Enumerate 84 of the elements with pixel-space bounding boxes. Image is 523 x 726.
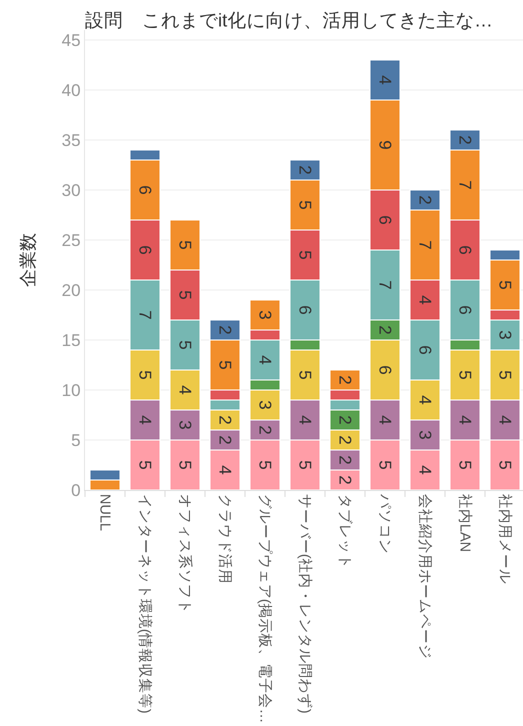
y-tick-label: 20 (62, 280, 81, 300)
x-tick-label: クラウド活用 (216, 494, 234, 584)
data-label: 6 (296, 305, 314, 315)
data-label: 3 (176, 420, 194, 430)
x-tick-label: 社内用メール (496, 494, 514, 584)
data-label: 6 (136, 245, 154, 255)
data-label: 6 (456, 305, 474, 315)
data-label: 2 (336, 475, 354, 485)
data-label: 4 (376, 75, 394, 85)
data-label: 4 (296, 415, 314, 425)
data-label: 6 (416, 345, 434, 355)
data-label: 4 (496, 415, 514, 425)
data-label: 4 (216, 465, 234, 475)
data-label: 4 (176, 385, 194, 395)
data-label: 6 (456, 245, 474, 255)
data-label: 4 (376, 415, 394, 425)
y-tick-label: 0 (71, 480, 81, 500)
data-label: 3 (496, 330, 514, 340)
data-label: 2 (336, 455, 354, 465)
data-label: 3 (256, 400, 274, 410)
data-label: 2 (336, 375, 354, 385)
y-tick-label: 35 (62, 130, 81, 150)
data-label: 5 (176, 290, 194, 300)
chart-title: 設問 これまでit化に向け、活用してきた主な… (85, 9, 493, 30)
data-label: 4 (416, 295, 434, 305)
data-label: 2 (296, 165, 314, 175)
x-tick-label: 社内LAN (456, 494, 474, 552)
data-label: 2 (416, 195, 434, 205)
data-label: 5 (176, 460, 194, 470)
data-label: 4 (256, 355, 274, 365)
data-label: 2 (216, 325, 234, 335)
x-tick-label: 会社紹介用ホームページ (416, 494, 434, 659)
data-label: 5 (376, 460, 394, 470)
data-label: 9 (376, 140, 394, 150)
data-label: 6 (376, 365, 394, 375)
data-label: 2 (336, 415, 354, 425)
data-label: 2 (376, 325, 394, 335)
data-label: 7 (416, 240, 434, 250)
y-tick-label: 30 (62, 180, 81, 200)
data-label: 2 (336, 435, 354, 445)
data-label: 5 (456, 370, 474, 380)
x-tick-label: サーバー(社内・レンタル問わず) (296, 494, 314, 714)
y-tick-label: 40 (62, 80, 81, 100)
data-label: 6 (376, 215, 394, 225)
data-label: 5 (296, 250, 314, 260)
data-label: 2 (216, 415, 234, 425)
data-label: 5 (456, 460, 474, 470)
x-tick-label: インターネット環境(情報収集等) (136, 494, 154, 714)
y-tick-label: 10 (62, 380, 81, 400)
data-label: 4 (456, 415, 474, 425)
data-label: 5 (176, 240, 194, 250)
data-label: 5 (136, 460, 154, 470)
data-label: 4 (416, 465, 434, 475)
data-label: 5 (496, 460, 514, 470)
data-label: 2 (456, 135, 474, 145)
data-label: 4 (416, 395, 434, 405)
data-label: 5 (296, 460, 314, 470)
data-label: 5 (496, 280, 514, 290)
y-tick-label: 25 (62, 230, 81, 250)
data-label: 5 (296, 200, 314, 210)
data-label: 5 (216, 360, 234, 370)
data-label: 5 (136, 370, 154, 380)
x-tick-label: グループウェア(掲示板、電子会… (256, 494, 274, 724)
data-label: 3 (416, 430, 434, 440)
data-label: 7 (456, 180, 474, 190)
data-label: 7 (376, 280, 394, 290)
data-label: 2 (216, 435, 234, 445)
data-label: 5 (176, 340, 194, 350)
data-label: 4 (136, 415, 154, 425)
x-tick-label: オフィス系ソフト (176, 494, 194, 614)
data-label: 5 (256, 460, 274, 470)
data-label: 3 (256, 310, 274, 320)
x-tick-label: NULL (96, 494, 112, 531)
y-axis-title: 企業数 (18, 233, 38, 287)
data-label: 5 (496, 370, 514, 380)
x-tick-label: パソコン (376, 492, 392, 554)
y-tick-label: 15 (62, 330, 81, 350)
y-tick-label: 5 (71, 430, 81, 450)
data-label: 5 (296, 370, 314, 380)
data-label: 2 (256, 425, 274, 435)
data-label: 6 (136, 185, 154, 195)
x-tick-label: タブレット (336, 494, 354, 569)
data-label: 7 (136, 310, 154, 320)
y-tick-label: 45 (62, 30, 81, 50)
